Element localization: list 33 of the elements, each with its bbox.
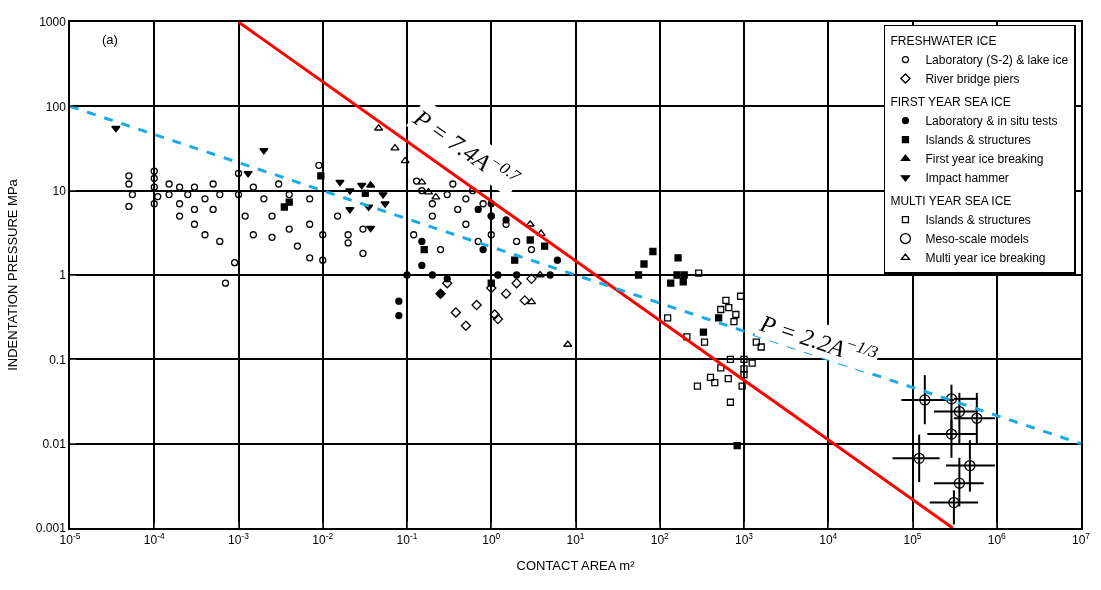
x-tick-label: 10$^{6}$	[987, 531, 1007, 548]
legend-label: Multi year ice breaking	[925, 251, 1046, 266]
y-tick-label: 0.01	[42, 436, 67, 451]
legend-label: Meso-scale models	[925, 232, 1029, 247]
x-tick-label: 10$^{5}$	[903, 531, 922, 548]
x-tick-label: 10$^{0}$	[482, 531, 501, 548]
y-tick-label: 1	[59, 268, 67, 283]
legend-label: Impact hammer	[925, 171, 1009, 186]
x-tick-label: 10$^{-1}$	[396, 531, 418, 548]
legend-label: Islands & structures	[925, 133, 1031, 148]
x-tick-label: 10$^{-4}$	[143, 531, 165, 548]
y-tick-label: 1000	[39, 15, 67, 30]
annotation: (a)	[102, 32, 118, 47]
x-tick-label: 10$^{2}$	[650, 531, 670, 548]
x-tick-label: 10$^{3}$	[734, 531, 754, 548]
legend-label: River bridge piers	[925, 72, 1020, 87]
annotation: FRESHWATER ICE	[890, 34, 997, 49]
y-tick-label: 100	[45, 99, 67, 114]
y-axis-title: INDENTATION PRESSURE MPa	[5, 178, 21, 371]
x-tick-label: 10$^{-3}$	[228, 531, 250, 548]
x-tick-label: 10$^{4}$	[819, 531, 838, 548]
legend-label: Laboratory & in situ tests	[925, 114, 1058, 129]
x-tick-label: 10$^{7}$	[1071, 531, 1091, 548]
legend-label: Islands & structures	[925, 213, 1031, 228]
legend-label: Laboratory (S-2) & lake ice	[925, 53, 1069, 68]
x-axis-title: CONTACT AREA m²	[516, 558, 636, 574]
x-tick-label: 10$^{1}$	[566, 531, 585, 548]
x-tick-label: 10$^{-2}$	[312, 531, 334, 548]
annotation: FIRST YEAR SEA ICE	[890, 95, 1011, 110]
annotation: MULTI YEAR SEA ICE	[890, 194, 1012, 209]
legend-label: First year ice breaking	[925, 152, 1044, 167]
y-tick-label: 10	[52, 183, 67, 198]
y-tick-label: 0.1	[49, 352, 67, 367]
